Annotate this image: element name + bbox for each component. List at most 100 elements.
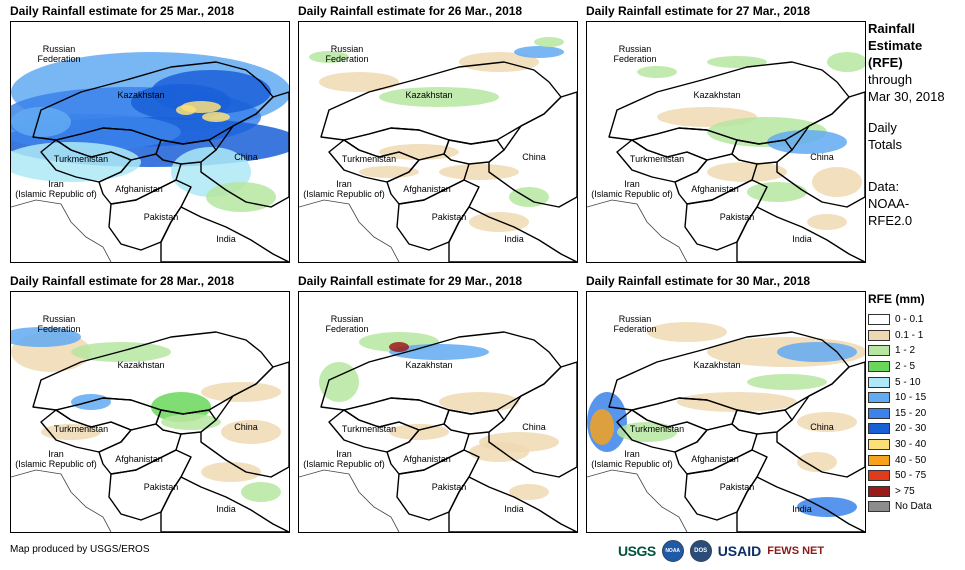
country-label-india: India <box>792 504 812 514</box>
rainfall-layer <box>587 322 865 517</box>
country-borders <box>587 61 865 262</box>
country-border <box>776 91 865 208</box>
country-border <box>386 423 470 475</box>
coastline <box>587 199 688 262</box>
legend-item: 15 - 20 <box>868 406 964 422</box>
country-labels: Russian Federation Kazakhstan Turkmenistan I… <box>591 314 834 514</box>
sidebar-source-line: RFE2.0 <box>868 213 913 228</box>
legend-label: 5 - 10 <box>895 376 921 388</box>
country-label-iran: Iran (Islamic Republic of) <box>303 449 385 469</box>
panel-title: Daily Rainfall estimate for 30 Mar., 201… <box>586 274 811 288</box>
rainfall-area <box>71 394 111 410</box>
rainfall-area <box>161 414 221 430</box>
fews-net-logo: FEWS NET <box>767 545 825 557</box>
country-label-china: China <box>522 422 546 432</box>
map-frame: Russian Federation Kazakhstan Turkmenistan I… <box>298 21 578 263</box>
rainfall-layer <box>11 52 289 212</box>
rainfall-area <box>469 212 529 232</box>
usgs-logo: USGS <box>618 543 656 559</box>
country-label-iran: Iran (Islamic Republic of) <box>303 179 385 199</box>
country-labels: Russian Federation Kazakhstan Turkmenistan I… <box>591 44 834 244</box>
legend-label: 0 - 0.1 <box>895 314 924 326</box>
rainfall-area <box>509 484 549 500</box>
rainfall-area <box>221 420 281 444</box>
rainfall-area <box>827 52 865 72</box>
country-labels: Russian Federation Kazakhstan Turkmenistan I… <box>303 314 546 514</box>
country-border <box>200 91 289 208</box>
legend-item: 20 - 30 <box>868 421 964 437</box>
panel-title: Daily Rainfall estimate for 29 Mar., 201… <box>298 274 523 288</box>
country-label-turkmenistan: Turkmenistan <box>54 154 108 164</box>
rainfall-area <box>206 182 276 212</box>
country-label-china: China <box>810 422 834 432</box>
rainfall-map: Russian Federation Kazakhstan Turkmenistan I… <box>299 314 577 532</box>
sidebar-totals-line: Daily <box>868 120 897 135</box>
country-label-russia: Russian Federation <box>37 44 80 64</box>
country-label-turkmenistan: Turkmenistan <box>630 154 684 164</box>
panel-title: Daily Rainfall estimate for 26 Mar., 201… <box>298 4 523 18</box>
country-label-afghanistan: Afghanistan <box>691 184 739 194</box>
map-frame: Russian Federation Kazakhstan Turkmenistan I… <box>10 291 290 533</box>
rainfall-map: Russian Federation Kazakhstan Turkmenistan I… <box>11 314 289 532</box>
legend-item: > 75 <box>868 484 964 500</box>
agency-logos: USGS NOAA DOS USAID FEWS NET <box>618 538 863 564</box>
sidebar-info: Rainfall Estimate (RFE) through Mar 30, … <box>868 20 964 229</box>
rainfall-area <box>509 187 549 207</box>
legend-label: > 75 <box>895 485 915 497</box>
country-border <box>448 476 577 532</box>
country-label-india: India <box>504 234 524 244</box>
country-label-afghanistan: Afghanistan <box>115 454 163 464</box>
sidebar-through-date: Mar 30, 2018 <box>868 89 945 104</box>
legend-swatch <box>868 361 890 373</box>
legend-item: No Data <box>868 499 964 515</box>
country-border <box>488 91 577 208</box>
country-borders <box>299 61 577 262</box>
country-label-india: India <box>792 234 812 244</box>
rainfall-area <box>767 130 847 154</box>
rainfall-map: Russian Federation Kazakhstan Turkmenistan I… <box>587 314 865 532</box>
rainfall-area <box>319 362 359 402</box>
rainfall-area <box>812 167 862 197</box>
legend-swatch <box>868 376 890 388</box>
legend-label: 10 - 15 <box>895 392 927 404</box>
rainfall-map: Russian Federation Kazakhstan Turkmenistan I… <box>587 44 865 262</box>
country-label-pakistan: Pakistan <box>144 212 179 222</box>
legend-swatch <box>868 345 890 357</box>
rainfall-area <box>379 144 459 160</box>
country-label-iran: Iran (Islamic Republic of) <box>591 449 673 469</box>
country-border <box>776 361 865 478</box>
panel-title: Daily Rainfall estimate for 27 Mar., 201… <box>586 4 811 18</box>
country-borders <box>299 331 577 532</box>
country-border <box>160 476 289 532</box>
rainfall-area <box>439 164 519 180</box>
country-label-afghanistan: Afghanistan <box>691 454 739 464</box>
country-label-pakistan: Pakistan <box>432 212 467 222</box>
rainfall-area <box>707 162 787 182</box>
country-border <box>674 423 758 475</box>
rainfall-area <box>590 409 614 445</box>
dos-seal-logo: DOS <box>689 540 712 562</box>
rainfall-area <box>514 46 564 58</box>
legend-item: 10 - 15 <box>868 390 964 406</box>
rainfall-area <box>647 322 727 342</box>
country-label-russia: Russian Federation <box>325 44 368 64</box>
country-label-afghanistan: Afghanistan <box>115 184 163 194</box>
country-borders <box>587 331 865 532</box>
map-frame: Russian Federation Kazakhstan Turkmenistan I… <box>586 21 866 263</box>
rainfall-area <box>534 37 564 47</box>
panel-title: Daily Rainfall estimate for 25 Mar., 201… <box>10 4 235 18</box>
country-label-turkmenistan: Turkmenistan <box>630 424 684 434</box>
coastline <box>587 469 688 532</box>
rainfall-area <box>319 72 399 92</box>
country-border <box>736 206 865 262</box>
country-label-india: India <box>216 234 236 244</box>
country-labels: Russian Federation Kazakhstan Turkmenistan I… <box>15 44 258 244</box>
legend-swatch <box>868 314 890 326</box>
country-label-russia: Russian Federation <box>613 44 656 64</box>
rainfall-layer <box>11 327 281 502</box>
rainfall-layer <box>319 332 559 500</box>
country-border <box>448 206 577 262</box>
rainfall-area <box>617 422 677 442</box>
rainfall-area <box>797 452 837 472</box>
legend-label: 15 - 20 <box>895 407 927 419</box>
